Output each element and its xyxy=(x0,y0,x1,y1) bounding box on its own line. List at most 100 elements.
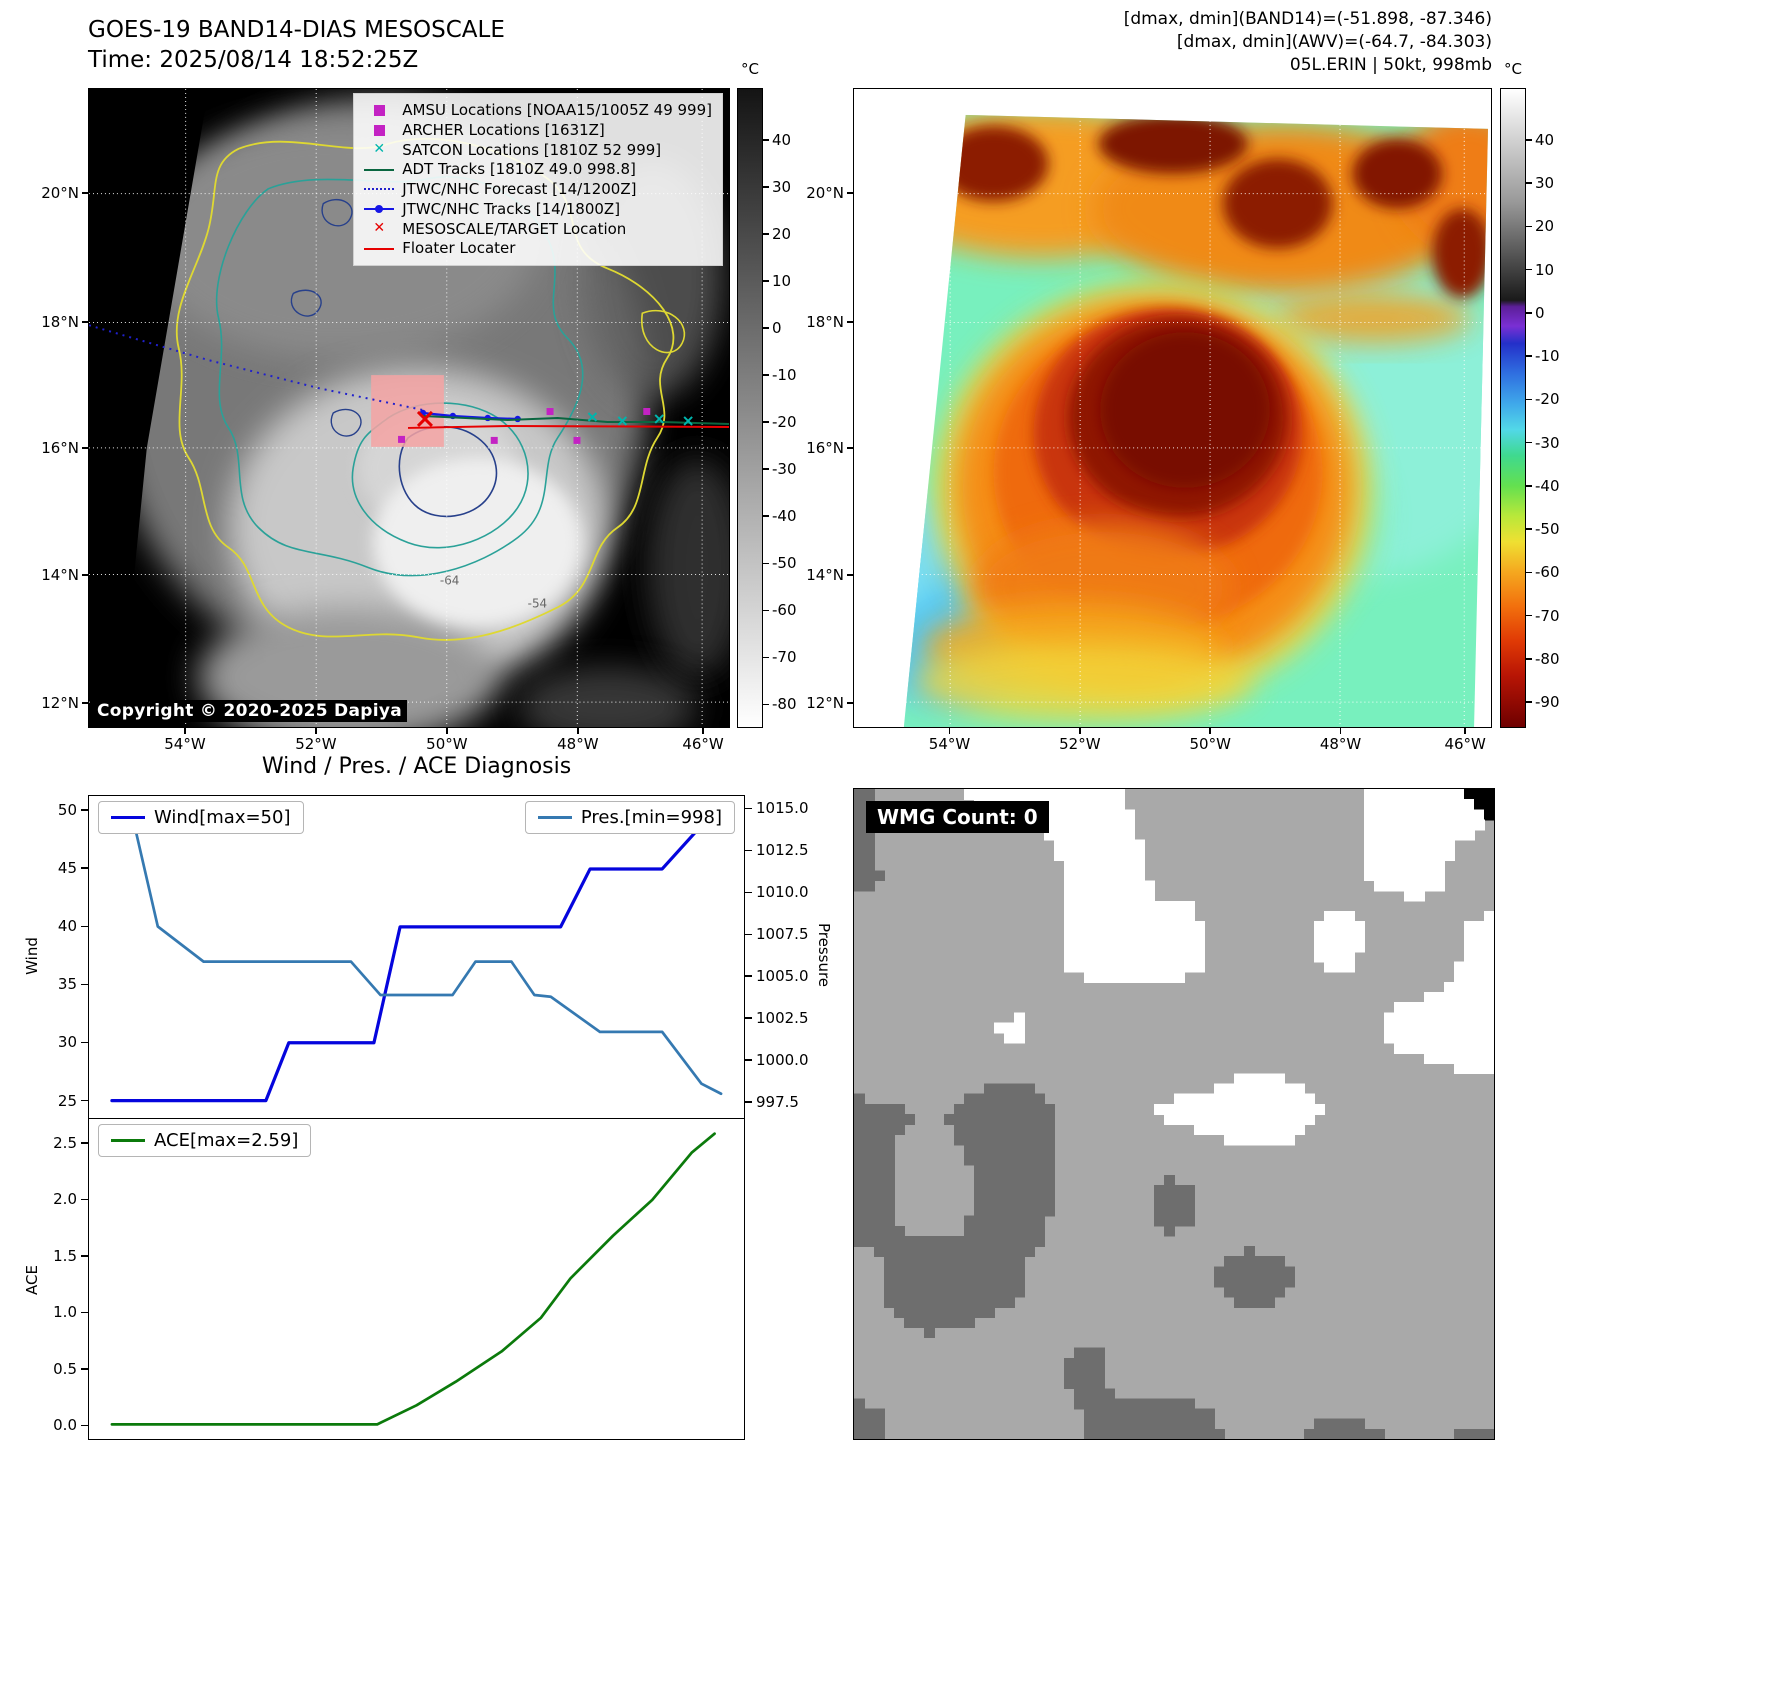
tick-label: 2.5 xyxy=(53,1133,77,1152)
tick-mark xyxy=(1339,728,1342,734)
tick-mark xyxy=(702,728,704,734)
tick-mark xyxy=(948,728,951,734)
legend-row: ✕ MESOSCALE/TARGET Location xyxy=(364,220,712,239)
tick-mark xyxy=(745,933,752,936)
tick-label: -60 xyxy=(772,601,797,620)
storm-tracks xyxy=(89,324,729,444)
tick-label: 30 xyxy=(57,1033,77,1052)
color-colorbar-unit: °C xyxy=(1504,60,1522,78)
tick-label: -40 xyxy=(772,507,797,526)
tick-label: 30 xyxy=(772,177,792,196)
wind-legend-line-sample xyxy=(111,816,145,819)
tick-label: -10 xyxy=(772,366,797,385)
tick-mark xyxy=(763,421,769,423)
swath-edge xyxy=(89,89,209,727)
tick-label: 0 xyxy=(1535,303,1545,322)
tick-label: 1000.0 xyxy=(756,1051,809,1070)
tick-label: 20°N xyxy=(41,183,79,202)
tick-mark xyxy=(81,1142,88,1144)
tick-label: 0 xyxy=(772,319,782,337)
tick-mark xyxy=(81,867,88,869)
tick-label: 40 xyxy=(772,130,792,149)
tick-label: 18°N xyxy=(41,313,79,332)
legend-label: JTWC/NHC Tracks [14/1800Z] xyxy=(402,199,621,218)
adt-track-line xyxy=(422,414,729,425)
tick-label: 2.0 xyxy=(53,1190,77,1209)
tick-label: 50°W xyxy=(426,735,468,753)
jtwc-track-line xyxy=(422,411,518,421)
ace-legend: ACE[max=2.59] xyxy=(98,1124,312,1157)
pressure-legend: Pres.[min=998] xyxy=(524,801,735,834)
tick-label: -90 xyxy=(1535,693,1560,712)
wind-legend: Wind[max=50] xyxy=(98,801,304,834)
legend-label: JTWC/NHC Forecast [14/1200Z] xyxy=(402,180,637,198)
tick-mark xyxy=(745,891,752,894)
tick-label: -50 xyxy=(772,554,797,573)
tick-mark xyxy=(184,728,186,734)
dmax-dmin-band14: [dmax, dmin](BAND14)=(-51.898, -87.346) xyxy=(1123,9,1492,29)
tick-mark xyxy=(1526,571,1532,574)
tick-label: 0.5 xyxy=(53,1359,77,1378)
tick-label: -70 xyxy=(1535,606,1560,625)
tick-label: -20 xyxy=(1535,390,1560,409)
tick-label: 48°W xyxy=(1319,735,1362,753)
ACE[max=2.59]-line xyxy=(110,1132,716,1426)
tick-mark xyxy=(1526,182,1532,184)
tick-mark xyxy=(745,1017,752,1019)
tick-mark xyxy=(763,327,769,329)
tick-label: 14°N xyxy=(41,566,79,585)
tick-mark xyxy=(763,374,769,376)
tick-label: 1015.0 xyxy=(756,799,809,818)
legend-row: ADT Tracks [1810Z 49.0 998.8] xyxy=(364,160,712,179)
tick-mark xyxy=(81,1424,88,1427)
wmg-count-label: WMG Count: 0 xyxy=(866,801,1049,833)
dmax-dmin-awv: [dmax, dmin](AWV)=(-64.7, -84.303) xyxy=(1176,31,1492,52)
tick-label: 20 xyxy=(1535,217,1555,236)
square-legend-marker xyxy=(364,103,394,118)
tick-label: 12°N xyxy=(41,694,79,713)
tick-mark xyxy=(81,1041,88,1044)
bw-colorbar xyxy=(737,88,763,728)
legend-label: SATCON Locations [1810Z 52 999] xyxy=(402,140,662,159)
bw-colorbar-unit: °C xyxy=(741,60,759,78)
wmg-image-svg xyxy=(854,789,1494,1439)
contour-label-outer: -54 xyxy=(528,596,548,610)
tick-label: 40 xyxy=(1535,130,1555,149)
bw-title-line1: GOES-19 BAND14-DIAS MESOSCALE xyxy=(88,17,505,43)
tick-mark xyxy=(745,975,752,977)
legend-label: AMSU Locations [NOAA15/1005Z 49 999] xyxy=(402,101,712,119)
tick-label: 10 xyxy=(1535,260,1555,279)
color-colorbar xyxy=(1500,88,1526,728)
Pres.[min=998]-line xyxy=(110,808,723,1096)
legend-label: Floater Locater xyxy=(402,239,516,258)
tick-label: 46°W xyxy=(682,735,724,753)
tick-mark xyxy=(315,728,317,734)
color-satellite-image xyxy=(853,88,1492,728)
tick-mark xyxy=(81,1368,88,1370)
tick-mark xyxy=(763,515,769,517)
ace-legend-line-sample xyxy=(111,1139,145,1142)
tick-label: 1.5 xyxy=(53,1246,77,1265)
x-legend-marker: ✕ xyxy=(373,220,386,237)
tick-label: -30 xyxy=(1535,433,1560,452)
tick-mark xyxy=(1526,139,1532,141)
line-legend-marker xyxy=(364,162,395,177)
tick-label: 12°N xyxy=(806,694,844,713)
tick-mark xyxy=(763,703,769,706)
tick-mark xyxy=(81,983,88,986)
tick-mark xyxy=(763,139,769,141)
line-legend-marker xyxy=(364,241,395,256)
amsu-archer-markers xyxy=(398,408,651,444)
tick-mark xyxy=(446,728,448,734)
pressure-legend-line-sample xyxy=(537,816,572,819)
tick-label: 16°N xyxy=(806,439,844,457)
satcon-markers xyxy=(587,412,693,426)
tick-label: -80 xyxy=(772,695,797,714)
tick-mark xyxy=(745,1059,752,1061)
tick-mark xyxy=(1526,614,1532,617)
target-x-marker xyxy=(416,410,433,428)
color-header-block: [dmax, dmin](BAND14)=(-51.898, -87.346) … xyxy=(932,8,1492,77)
tick-label: -70 xyxy=(772,648,797,667)
legend-row: ARCHER Locations [1631Z] xyxy=(364,121,712,140)
